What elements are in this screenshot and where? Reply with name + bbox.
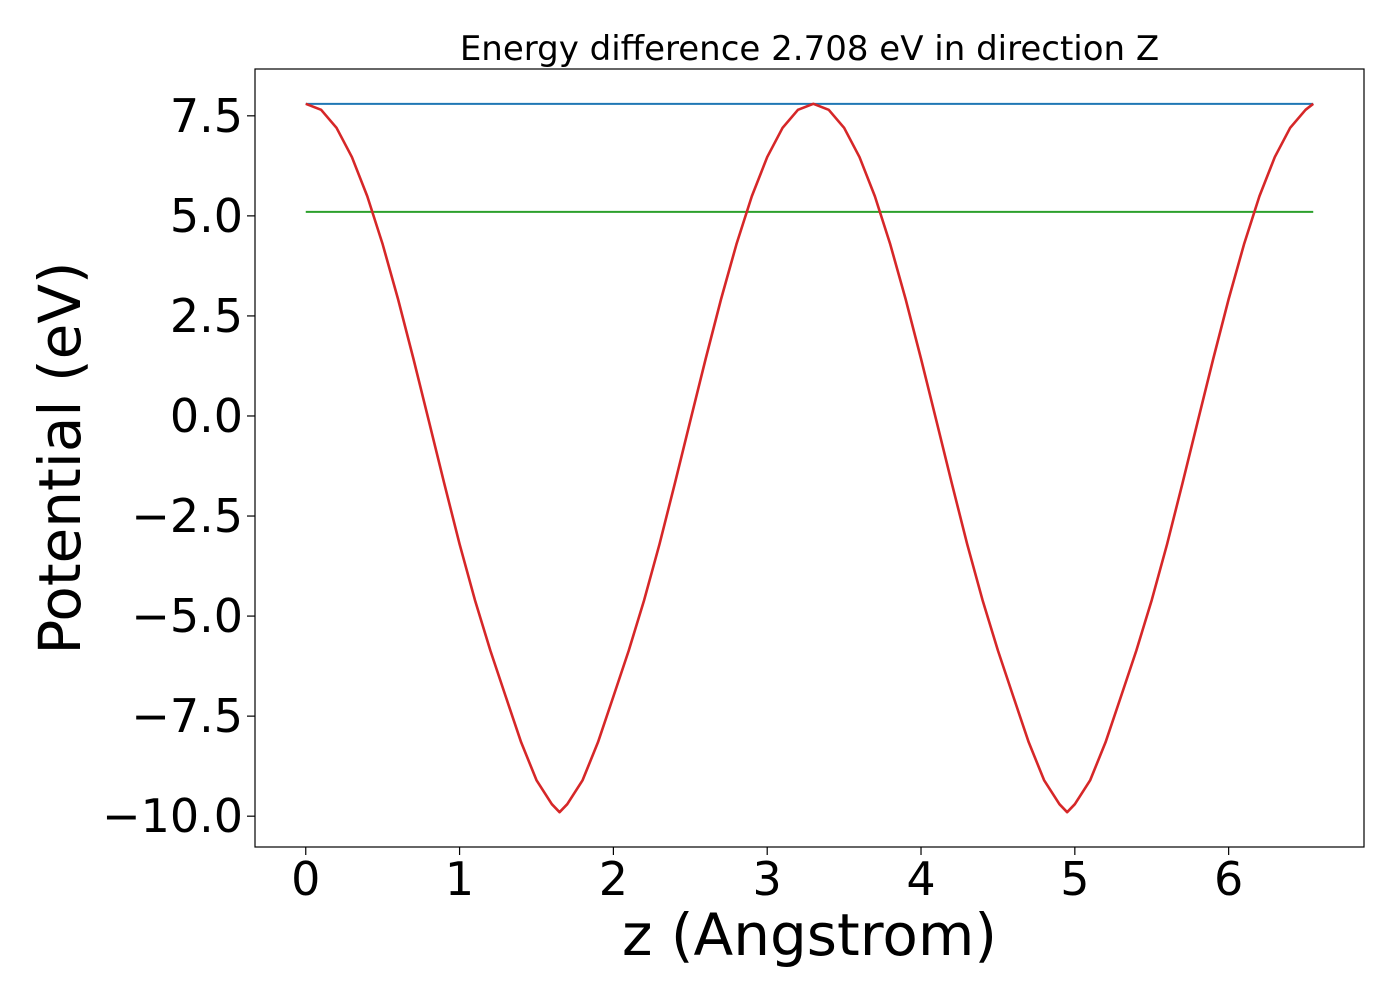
x-tick-label: 3: [753, 852, 782, 906]
y-axis-label: Potential (eV): [26, 261, 94, 654]
x-tick-label: 6: [1214, 852, 1243, 906]
x-tick-label: 4: [906, 852, 935, 906]
y-tick-label: −5.0: [131, 589, 243, 643]
y-tick-label: 7.5: [170, 89, 243, 143]
series-line-0: [305, 102, 1315, 814]
x-tick-label: 5: [1060, 852, 1089, 906]
y-tick-label: 2.5: [170, 289, 243, 343]
y-tick-label: −2.5: [131, 489, 243, 543]
x-axis-label: z (Angstrom): [622, 901, 997, 969]
y-axis-ticks: 7.5 5.0 2.5 0.0 −2.5 −5.0 −7.5 −10.0: [102, 89, 255, 843]
x-axis-ticks: 0 1 2 3 4 5 6: [291, 847, 1243, 906]
y-tick-label: 0.0: [170, 389, 243, 443]
series-layer: [305, 102, 1315, 814]
y-tick-label: 5.0: [170, 189, 243, 243]
x-tick-label: 2: [599, 852, 628, 906]
y-tick-label: −7.5: [131, 689, 243, 743]
x-tick-label: 1: [445, 852, 474, 906]
chart-title: Energy difference 2.708 eV in direction …: [460, 29, 1159, 69]
y-tick-label: −10.0: [102, 789, 243, 843]
x-tick-label: 0: [291, 852, 320, 906]
plot-frame: [254, 68, 1365, 848]
